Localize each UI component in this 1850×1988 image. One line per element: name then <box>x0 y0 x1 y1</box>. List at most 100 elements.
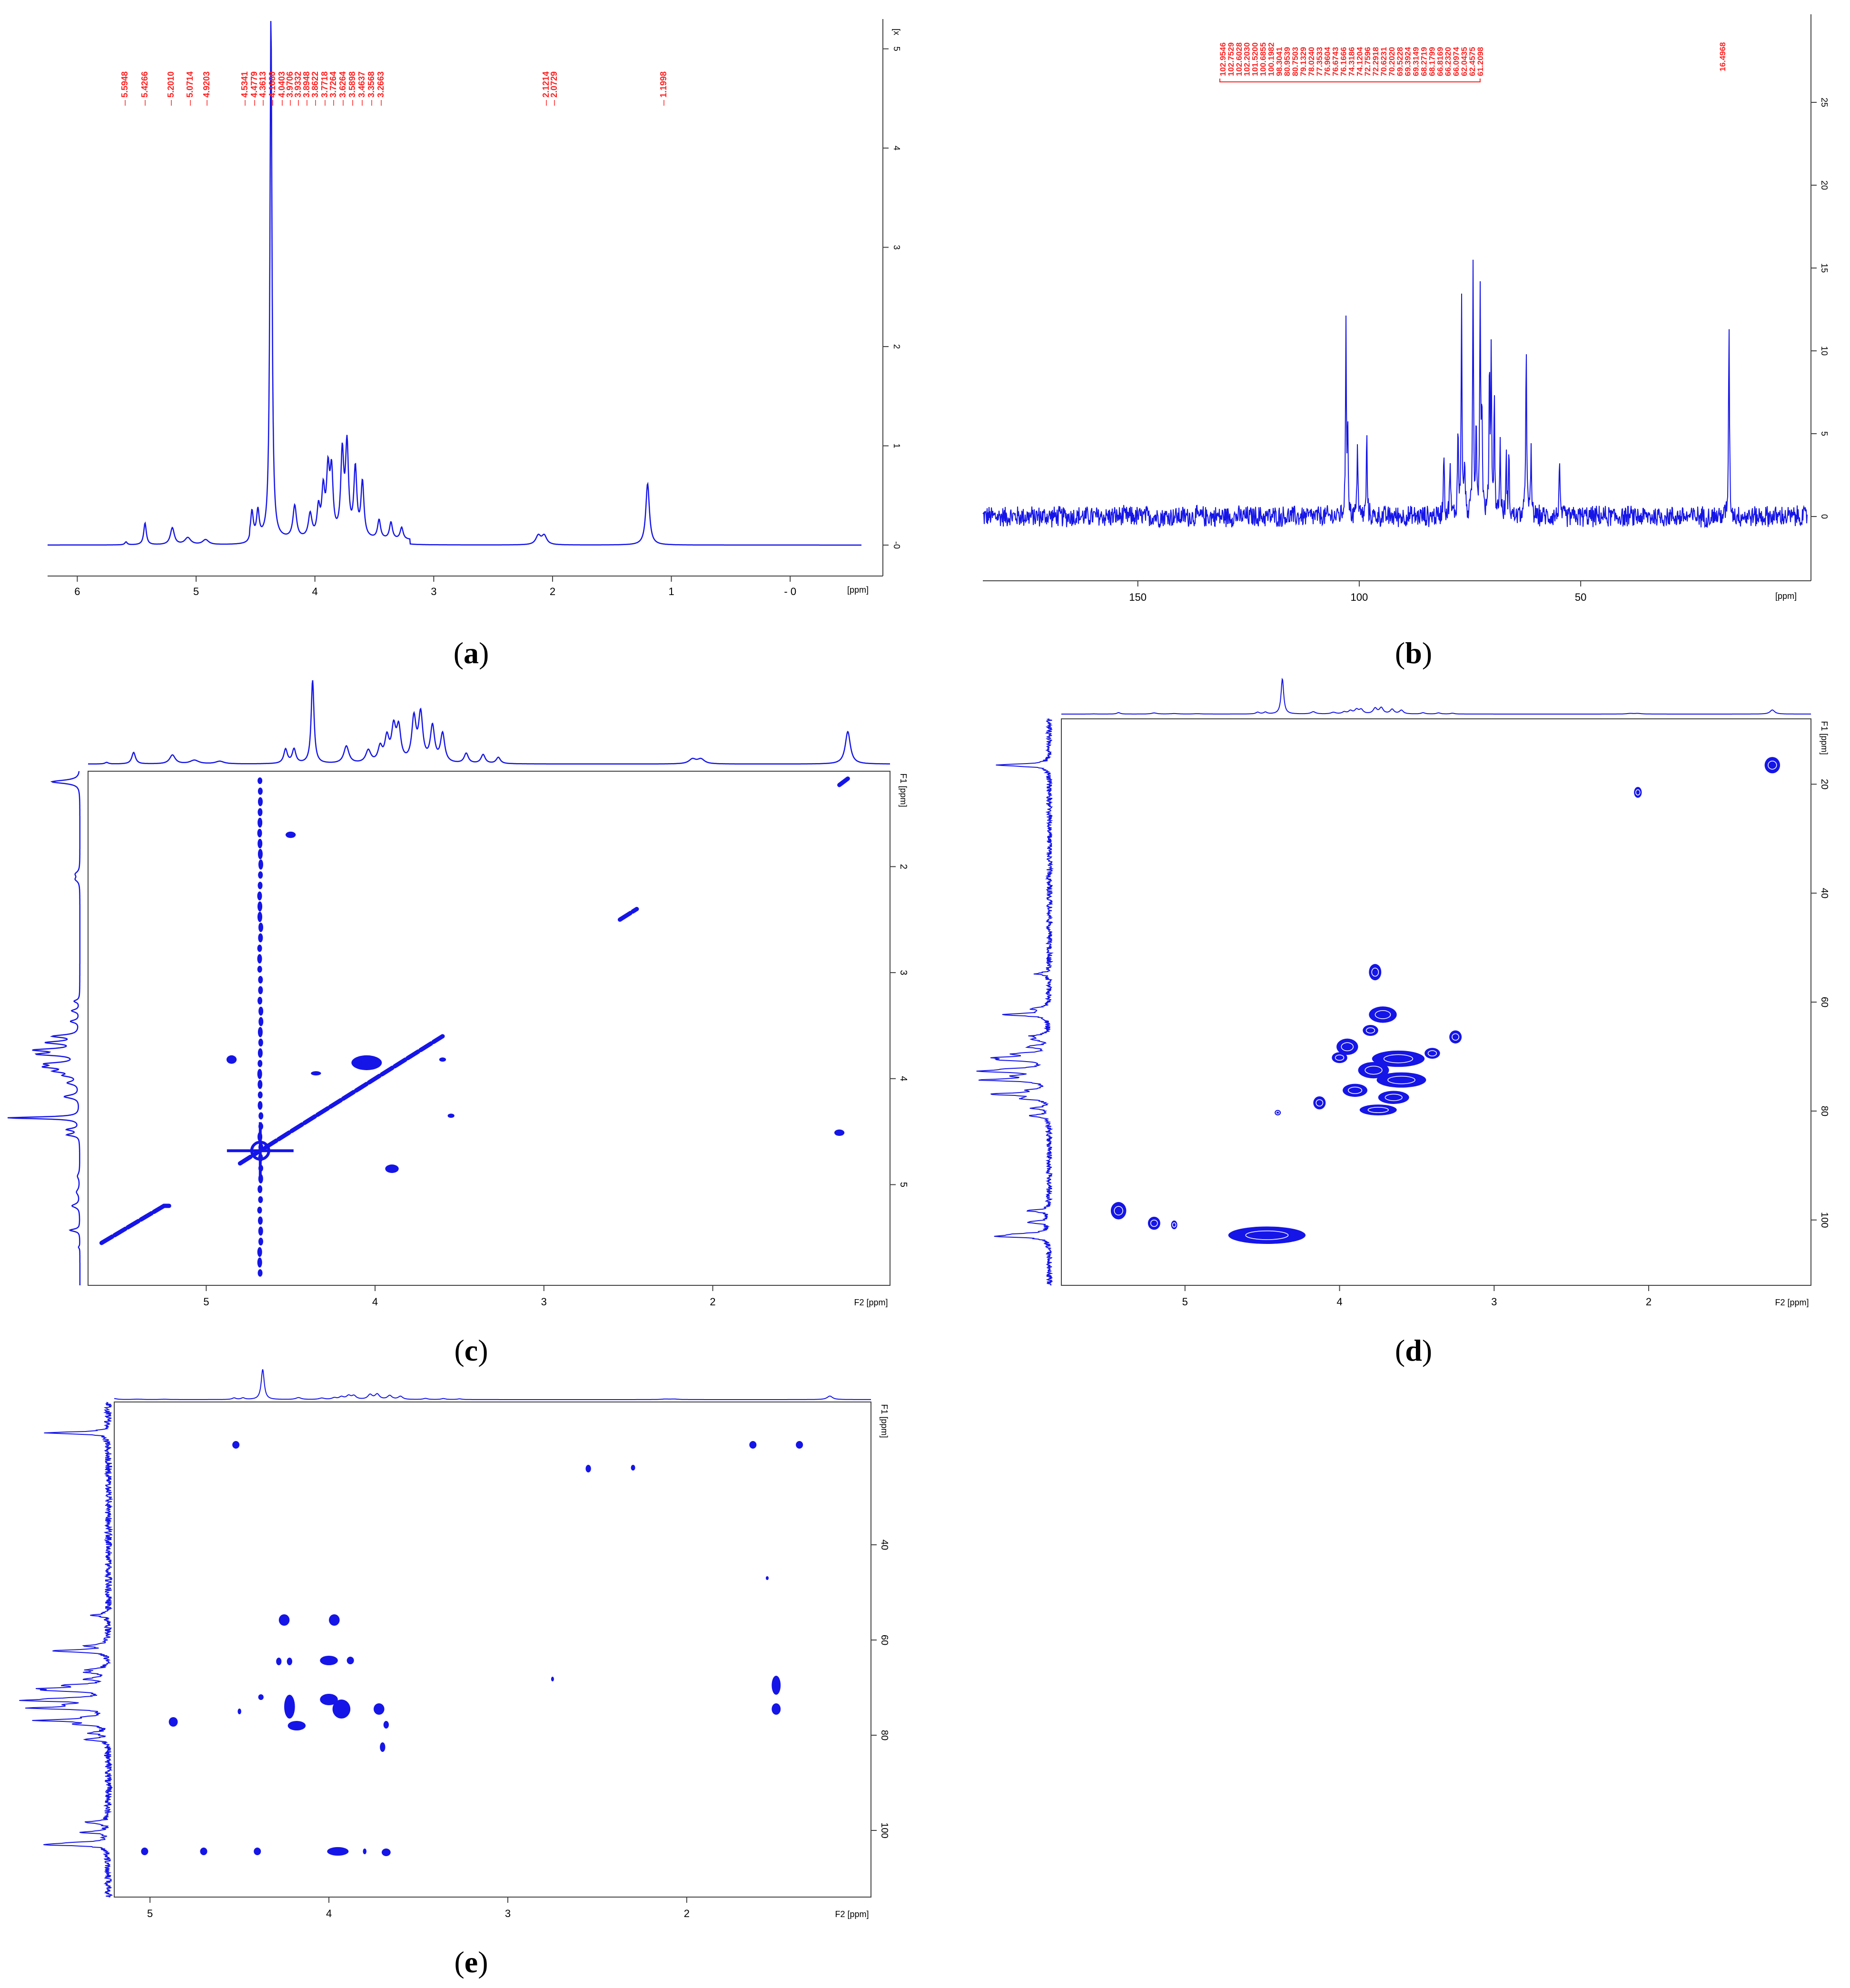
panel-c-t1-noise <box>257 797 263 806</box>
panel-a-peak-label: 4.3613 <box>258 71 267 98</box>
panel-c-t1-noise <box>257 1027 263 1037</box>
panel-c-diagonal-peak <box>99 1203 167 1245</box>
panel-b-peak-label: 76.9604 <box>1323 47 1332 76</box>
panel-c-t1-noise <box>257 1048 263 1058</box>
panel-b-peak-label: 62.0435 <box>1460 47 1469 76</box>
panel-d-x-tick-label: 4 <box>1336 1296 1342 1308</box>
panel-e-cross-peak <box>284 1695 295 1719</box>
panel-d-y-tick-label: 100 <box>1819 1212 1830 1228</box>
panel-a-y-tick-label: 3 <box>892 245 901 250</box>
panel-e-cross-peak <box>276 1658 282 1665</box>
panel-a-y-tick-label: 2 <box>892 344 901 349</box>
panel-d-cross-peak-contour <box>1427 1050 1437 1057</box>
panel-a-peak-label: 4.4779 <box>249 71 259 98</box>
panel-c-t1-noise <box>257 882 263 889</box>
panel-d-cross-peak <box>1425 1048 1440 1059</box>
panel-d-x-tick-label: 5 <box>1182 1296 1188 1308</box>
panel-b-peak-label: 102.2030 <box>1243 42 1252 76</box>
panel-c-t1-noise <box>257 954 262 964</box>
panel-d-cross-peak <box>1634 787 1642 798</box>
panel-b-peak-label: 102.6028 <box>1235 42 1244 76</box>
panel-d-cross-peak <box>1378 1091 1409 1104</box>
panel-b-peak-label: 102.7529 <box>1227 42 1236 76</box>
panel-b-peak-label: 66.2320 <box>1444 47 1453 76</box>
panel-d-cross-peak-contour <box>1452 1033 1459 1041</box>
panel-d-y-tick-label: 20 <box>1819 779 1830 789</box>
panel-e-cross-peak <box>381 1849 391 1856</box>
panel-e-cross-peak <box>232 1441 240 1449</box>
panel-d-frame <box>1061 718 1811 1286</box>
panel-a-peak-label: 3.5898 <box>347 71 357 98</box>
panel-a-peak-label: 5.5948 <box>120 71 129 98</box>
panel-d-cross-peak <box>1363 1025 1378 1036</box>
panel-d-cross-peak <box>1359 1104 1397 1115</box>
caption-a: (a) <box>453 636 489 670</box>
panel-b-peak-label-single: 16.4968 <box>1718 42 1727 71</box>
panel-b-peak-label: 76.1666 <box>1339 47 1348 76</box>
panel-a-peak-label: 3.2663 <box>376 71 386 98</box>
panel-e-cross-peak <box>749 1441 757 1449</box>
panel-c-t1-noise <box>258 1226 263 1236</box>
panel-c-t1-noise <box>257 787 263 795</box>
panel-d-cross-peak-contour <box>1768 760 1777 770</box>
panel-d-cross-peak-contour <box>1383 1054 1414 1064</box>
panel-c-frame <box>88 771 890 1286</box>
panel-d-cross-peak-contour <box>1114 1206 1123 1216</box>
panel-e-y-tick-label: 40 <box>879 1540 890 1550</box>
panel-d-cross-peak <box>1148 1216 1160 1230</box>
panel-b-peak-label: 70.2020 <box>1387 47 1396 76</box>
panel-d-cross-peak <box>1376 1072 1426 1088</box>
panel-e-cross-peak <box>254 1848 261 1855</box>
panel-b-y-tick-label: 15 <box>1820 263 1829 273</box>
panel-c-cross-peak <box>351 1055 382 1070</box>
panel-e-cross-peak <box>772 1676 781 1695</box>
panel-e-x-tick-label: 5 <box>147 1908 153 1919</box>
panel-e-top-projection <box>114 1369 871 1400</box>
panel-b-peak-label: 72.7596 <box>1363 47 1372 76</box>
panel-b-peak-label: 61.2098 <box>1476 47 1485 76</box>
panel-c-water-cross <box>227 1122 294 1180</box>
panel-e-cross-peak <box>631 1465 635 1471</box>
panel-e-cross-peak <box>772 1703 781 1715</box>
panel-b-peak-label: 69.5228 <box>1395 47 1405 76</box>
panel-c-cross-peak <box>385 1164 399 1173</box>
panel-e-cross-peak <box>258 1694 264 1700</box>
panel-e-x-tick-label: 4 <box>326 1908 332 1919</box>
panel-b-peak-label: 69.3149 <box>1412 47 1421 76</box>
panel-d-cross-peak <box>1449 1030 1462 1044</box>
panel-c-top-projection <box>88 680 890 765</box>
panel-d-cross-peak <box>1313 1096 1326 1110</box>
panel-e-left-projection <box>19 1402 114 1898</box>
panel-e-cross-peak <box>796 1441 803 1449</box>
panel-b-peak-label: 79.1329 <box>1299 47 1308 76</box>
panel-d-cross-peak <box>1171 1220 1177 1230</box>
panel-e-y-tick-label: 60 <box>879 1635 890 1645</box>
panel-c-diagonal-peak <box>617 906 639 922</box>
panel-c-x-axis-label: F2 [ppm] <box>854 1298 888 1307</box>
panel-a-peak-label: 4.9203 <box>202 71 211 98</box>
panel-d-cross-peak-contour <box>1341 1042 1354 1052</box>
panel-d-cross-peak-contour <box>1365 1065 1383 1075</box>
panel-a-peak-label: 4.0403 <box>277 71 287 98</box>
panel-c-t1-noise <box>257 1269 263 1277</box>
caption-d: (d) <box>1395 1333 1433 1367</box>
panel-b-y-tick-label: 20 <box>1820 180 1829 190</box>
panel-e-cross-peak <box>765 1576 769 1580</box>
panel-c-t1-noise <box>257 996 263 1005</box>
panel-a-peak-label: 2.0729 <box>549 71 559 98</box>
panel-e-frame <box>114 1402 871 1898</box>
panel-e-y-axis-label: F1 [ppm] <box>880 1404 889 1438</box>
panel-b-peak-label: 69.3924 <box>1404 47 1413 76</box>
panel-d-cross-peak-contour <box>1365 1027 1375 1034</box>
panel-d-y-tick-label: 40 <box>1819 888 1830 898</box>
panel-c-cross-peak <box>834 1129 845 1136</box>
panel-d-cross-peak-contour <box>1367 1107 1389 1113</box>
panel-d-cross-peak-contour <box>1387 1075 1415 1084</box>
panel-a-peak-label: 4.5341 <box>240 71 249 98</box>
panel-d-cross-peak-contour <box>1245 1230 1289 1240</box>
panel-d-cross-peak <box>1110 1202 1127 1220</box>
panel-a-y-tick-label: 5 <box>892 47 901 51</box>
panel-c-t1-noise <box>257 777 263 785</box>
panel-b-peak-label: 77.3533 <box>1315 47 1324 76</box>
